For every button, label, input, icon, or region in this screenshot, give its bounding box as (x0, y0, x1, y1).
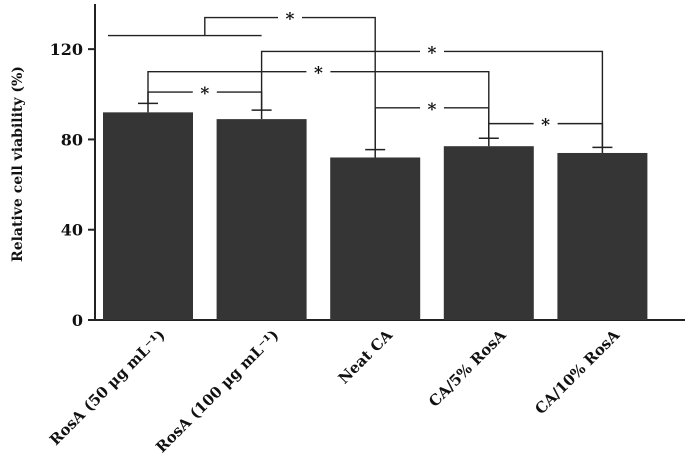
significance-star: * (428, 43, 437, 63)
significance-star-bg (278, 9, 302, 26)
significance-star: * (286, 10, 295, 30)
x-tick-label: CA/5% RosA (425, 326, 510, 411)
significance-star-bg (420, 43, 444, 60)
significance-star: * (314, 64, 323, 84)
bar-4 (557, 152, 648, 320)
x-tick-label: Neat CA (335, 326, 397, 388)
y-axis-label: Relative cell viability (%) (10, 66, 26, 262)
bar-0 (103, 112, 193, 320)
x-tick-label: RosA (50 μg mL⁻¹) (46, 326, 169, 449)
significance-star: * (541, 116, 550, 136)
significance-star: * (200, 84, 209, 104)
y-tick-label: 0 (72, 311, 83, 330)
y-tick-label: 80 (61, 130, 83, 149)
x-tick-label: CA/10% RosA (531, 326, 623, 418)
bar-2 (330, 157, 421, 320)
x-tick-label: RosA (100 μg mL⁻¹) (152, 326, 282, 456)
significance-star-bg (306, 63, 331, 80)
bar-1 (216, 119, 307, 320)
y-tick-label: 120 (50, 40, 83, 59)
significance-star-bg (420, 99, 444, 116)
significance-star: * (428, 100, 437, 120)
significance-star-bg (192, 84, 217, 101)
significance-star-bg (533, 115, 558, 132)
y-tick-label: 40 (61, 221, 83, 240)
bar-3 (443, 146, 534, 320)
